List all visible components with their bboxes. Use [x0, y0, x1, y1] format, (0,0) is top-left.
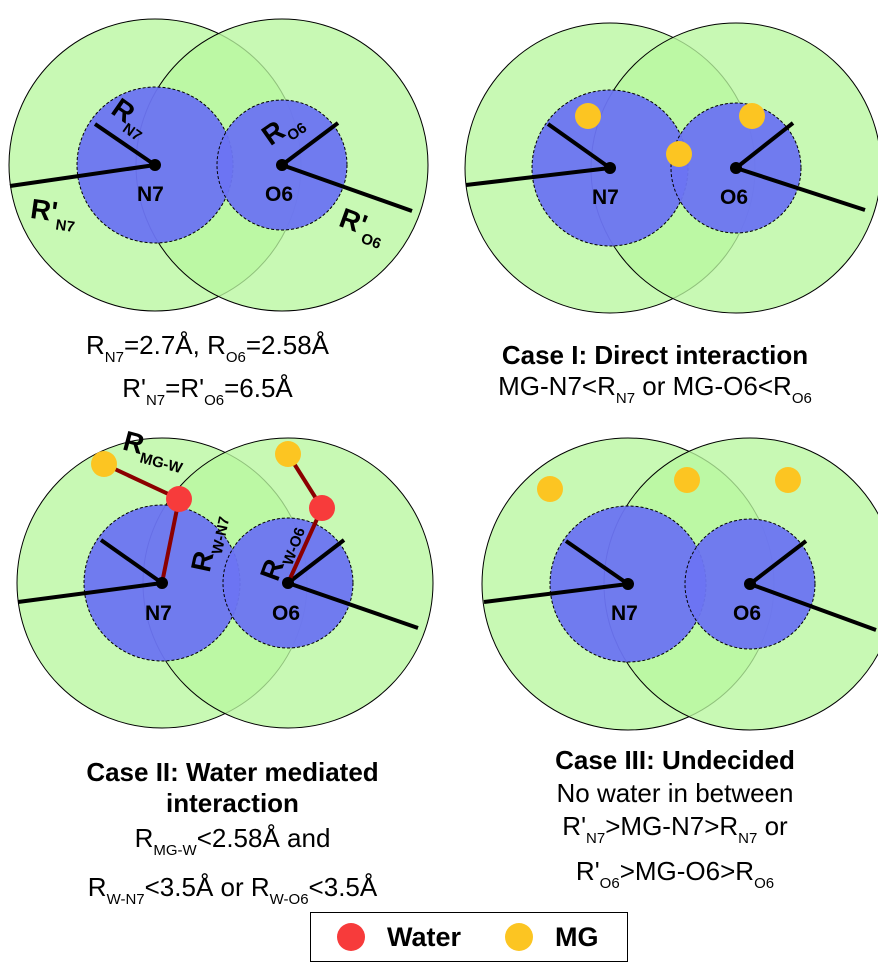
atom-label-n7: N7 [145, 602, 172, 625]
atom-n7 [149, 159, 161, 171]
outer-radius-line-o6 [735, 166, 866, 212]
mg-ion [775, 467, 801, 493]
label-r-prime-n7: R'N7 [28, 193, 79, 236]
outer-radius-line-o6 [281, 163, 413, 213]
caption-radii-line-2: R'N7=R'O6=6.5Å [122, 373, 293, 409]
atom-label-o6: O6 [265, 183, 294, 206]
bond-water-n7 [160, 498, 181, 584]
caption-case-2-title: Case II: Water mediated [86, 757, 379, 787]
caption-case-2: Case II: Water mediated interaction RMG-… [40, 757, 425, 908]
outer-radius-line-o6 [749, 582, 877, 632]
radius-line-o6 [286, 538, 346, 585]
bond-water-o6 [286, 507, 324, 584]
atom-o6 [730, 162, 742, 174]
caption-case-3-line-1: No water in between [556, 778, 794, 808]
outer-radius-line-n7 [17, 581, 163, 604]
outer-radius-line-o6 [287, 581, 419, 630]
mg-ion [275, 441, 301, 467]
atom-label-o6: O6 [720, 186, 749, 209]
atom-label-n7: N7 [137, 183, 164, 206]
mg-ion [91, 451, 117, 477]
atom-label-n7: N7 [611, 602, 638, 625]
radius-line-n7 [564, 539, 630, 586]
caption-case-3-rule-2: R'O6>MG-O6>RO6 [575, 856, 775, 892]
caption-radii: RN7=2.7Å, RO6=2.58Å R'N7=R'O6=6.5Å [20, 330, 395, 409]
outer-radius-line-n7 [9, 163, 156, 188]
caption-case-3-rule-1: R'N7>MG-N7>RN7 or [562, 811, 788, 847]
caption-case-1-rule: MG-N7<RN7 or MG-O6<RO6 [498, 371, 812, 407]
outer-radius-line-n7 [465, 166, 611, 187]
label-r-prime-n7-main: R' [28, 193, 60, 228]
radius-line-o6 [748, 539, 808, 586]
mg-ion [537, 476, 563, 502]
caption-case-2-rule-1: RMG-W<2.58Å and [134, 823, 331, 859]
caption-case-1-title: Case I: Direct interaction [501, 340, 809, 370]
caption-case-2-rule-2: RW-N7<3.5Å or RW-O6<3.5Å [87, 872, 378, 908]
atom-o6 [282, 577, 294, 589]
atom-o6 [276, 159, 288, 171]
mg-ion [674, 467, 700, 493]
radius-line-o6 [280, 121, 340, 167]
water-molecule [309, 495, 335, 521]
atom-n7 [604, 162, 616, 174]
atom-n7 [622, 578, 634, 590]
caption-case-1: Case I: Direct interaction MG-N7<RN7 or … [440, 340, 870, 407]
legend-mg-label: MG [555, 922, 599, 952]
atom-label-o6: O6 [272, 602, 301, 625]
label-r-prime-n7-sub: N7 [54, 216, 76, 237]
radius-line-o6 [734, 121, 795, 170]
caption-case-3: Case III: Undecided No water in between … [470, 745, 878, 892]
panel-case-3 [481, 437, 878, 731]
panel-case-1 [464, 22, 878, 314]
water-molecule [166, 486, 192, 512]
caption-radii-line-1: RN7=2.7Å, RO6=2.58Å [85, 330, 330, 366]
legend-mg-swatch [505, 923, 533, 951]
atom-n7 [156, 577, 168, 589]
mg-ion [666, 141, 692, 167]
legend-water-swatch [337, 923, 365, 951]
panel-case-2 [16, 437, 434, 729]
caption-case-3-title: Case III: Undecided [555, 745, 795, 775]
radius-line-n7 [99, 538, 164, 585]
legend-water-label: Water [387, 922, 462, 952]
outer-radius-line-n7 [483, 582, 629, 604]
caption-case-2-title-2: interaction [166, 788, 299, 818]
atom-label-o6: O6 [733, 602, 762, 625]
atom-o6 [744, 578, 756, 590]
legend: Water MG [310, 912, 628, 962]
mg-ion [739, 103, 765, 129]
radius-line-n7 [546, 122, 612, 170]
atom-label-n7: N7 [592, 186, 619, 209]
radius-line-n7 [93, 122, 157, 167]
mg-ion [575, 103, 601, 129]
bond-mg-water [103, 462, 180, 501]
panel-radii-definition [8, 18, 429, 312]
